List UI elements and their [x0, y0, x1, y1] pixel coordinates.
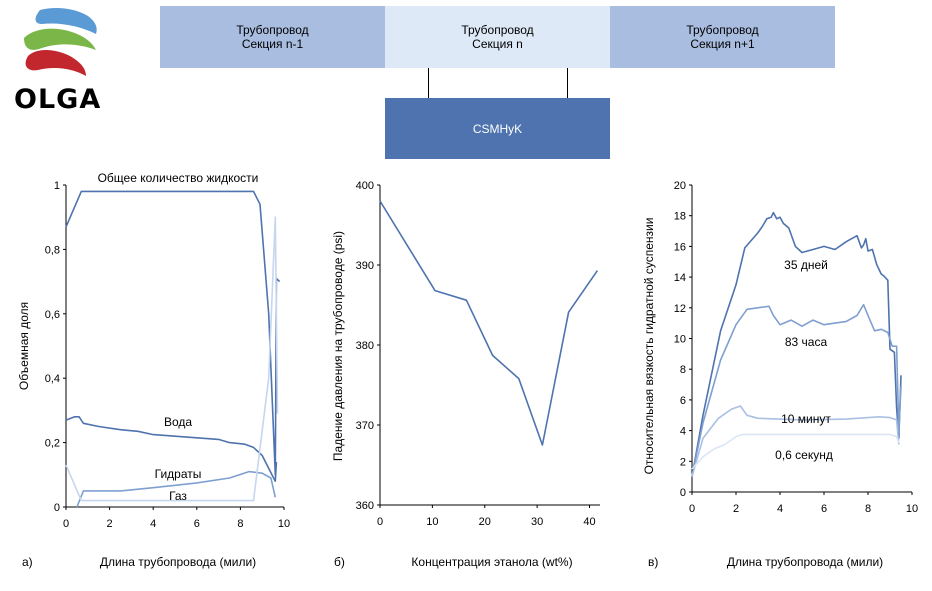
- series-line: [379, 200, 599, 446]
- x-tick-label: 10: [278, 518, 290, 530]
- x-tick-label: 6: [194, 518, 200, 530]
- series-line: [76, 470, 277, 508]
- series-line: [65, 216, 279, 502]
- pipeline-section-prev[interactable]: Трубопровод Секция n-1: [160, 6, 385, 68]
- series-label: 10 минут: [781, 412, 831, 426]
- y-tick-label: 1: [54, 180, 60, 192]
- csmhyk-module-box[interactable]: CSMHyK: [385, 98, 610, 159]
- y-axis-label: Падение давления на трубопроводе (psi): [331, 231, 345, 461]
- series-line: [65, 416, 278, 482]
- series-label: Вода: [164, 415, 192, 429]
- series-line: [691, 433, 900, 470]
- y-tick-label: 0: [680, 487, 686, 499]
- y-tick-label: 0,4: [45, 373, 60, 385]
- y-tick-label: 20: [674, 180, 686, 192]
- x-tick-label: 20: [479, 516, 491, 528]
- x-tick-label: 0: [63, 518, 69, 530]
- series-label: Гидраты: [155, 467, 202, 481]
- y-axis-label: Объемная доля: [17, 302, 31, 390]
- section-title: Трубопровод: [236, 23, 309, 37]
- x-tick-label: 2: [733, 503, 739, 515]
- y-tick-label: 16: [674, 241, 686, 253]
- y-axis-label: Относительная вязкость гидратной суспенз…: [642, 218, 656, 475]
- series-line: [65, 190, 281, 476]
- logo-text: OLGA: [14, 84, 102, 115]
- connector-left: [428, 68, 429, 98]
- x-tick-label: 6: [821, 503, 827, 515]
- panel-label: б): [334, 555, 345, 569]
- module-label: CSMHyK: [472, 121, 523, 136]
- section-subtitle: Секция n: [472, 37, 523, 51]
- y-tick-label: 0,2: [45, 438, 60, 450]
- section-title: Трубопровод: [686, 23, 759, 37]
- olga-logo: OLGA: [10, 4, 110, 115]
- x-axis-label: Длина трубопровода (мили): [100, 555, 256, 569]
- x-axis-label: Концентрация этанола (wt%): [411, 555, 572, 569]
- x-tick-label: 30: [531, 516, 543, 528]
- y-tick-label: 12: [674, 303, 686, 315]
- series-label: Газ: [169, 489, 187, 503]
- panel-label: а): [22, 555, 33, 569]
- series-line: [691, 303, 902, 477]
- x-tick-label: 10: [426, 516, 438, 528]
- series-label: 35 дней: [784, 258, 828, 272]
- x-tick-label: 2: [107, 518, 113, 530]
- x-tick-label: 8: [237, 518, 243, 530]
- y-tick-label: 0,6: [45, 309, 60, 321]
- olga-logo-mark: [24, 8, 97, 76]
- x-tick-label: 4: [777, 503, 783, 515]
- y-tick-label: 0,8: [45, 244, 60, 256]
- section-title: Трубопровод: [461, 23, 534, 37]
- y-tick-label: 380: [356, 340, 374, 352]
- logo-swoosh-blue: [35, 8, 97, 34]
- series-label: 0,6 секунд: [775, 448, 833, 462]
- section-subtitle: Секция n+1: [690, 37, 755, 51]
- series-line: [691, 405, 900, 477]
- x-tick-label: 0: [377, 516, 383, 528]
- x-axis-label: Длина трубопровода (мили): [727, 555, 883, 569]
- y-tick-label: 370: [356, 420, 374, 432]
- y-tick-label: 2: [680, 456, 686, 468]
- section-subtitle: Секция n-1: [241, 37, 304, 51]
- pipeline-section-current[interactable]: Трубопровод Секция n: [385, 6, 610, 68]
- series-label: Общее количество жидкости: [98, 171, 259, 185]
- y-tick-label: 14: [674, 272, 686, 284]
- logo-swoosh-green: [24, 28, 96, 50]
- panel-label: в): [648, 555, 658, 569]
- logo-swoosh-red: [25, 50, 86, 76]
- x-tick-label: 0: [689, 503, 695, 515]
- y-tick-label: 4: [680, 426, 686, 438]
- x-tick-label: 8: [865, 503, 871, 515]
- connector-right: [567, 68, 568, 98]
- x-tick-label: 40: [583, 516, 595, 528]
- x-tick-label: 10: [906, 503, 918, 515]
- pipeline-section-next[interactable]: Трубопровод Секция n+1: [610, 6, 835, 68]
- y-tick-label: 390: [356, 260, 374, 272]
- y-tick-label: 10: [674, 334, 686, 346]
- y-tick-label: 8: [680, 364, 686, 376]
- series-label: 83 часа: [785, 335, 828, 349]
- x-tick-label: 4: [150, 518, 156, 530]
- series-line: [691, 211, 902, 477]
- y-tick-label: 400: [356, 180, 374, 192]
- y-tick-label: 18: [674, 211, 686, 223]
- y-tick-label: 360: [356, 500, 374, 512]
- y-tick-label: 6: [680, 395, 686, 407]
- y-tick-label: 0: [54, 502, 60, 514]
